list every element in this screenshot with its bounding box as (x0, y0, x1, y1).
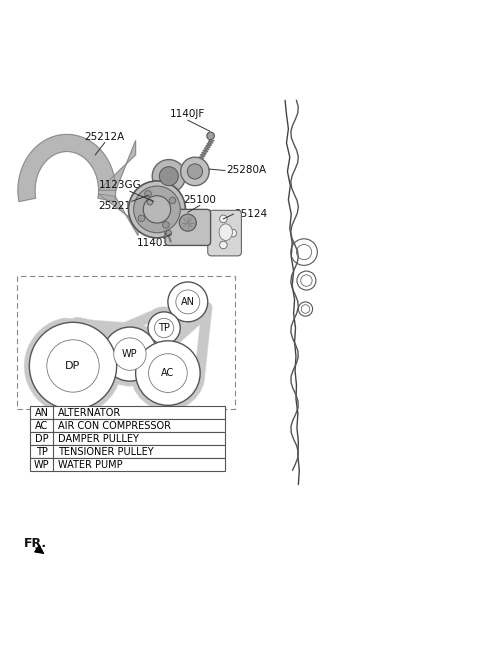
Bar (30, 459, 225, 471)
Text: AIR CON COMPRESSOR: AIR CON COMPRESSOR (58, 420, 171, 431)
Text: 1140JF: 1140JF (170, 110, 205, 119)
Polygon shape (98, 140, 136, 190)
Text: 11403C: 11403C (137, 238, 177, 248)
Circle shape (129, 181, 185, 238)
Text: AN: AN (181, 297, 195, 307)
Text: DAMPER PULLEY: DAMPER PULLEY (58, 434, 139, 443)
Circle shape (180, 157, 209, 186)
Circle shape (148, 312, 180, 344)
Circle shape (103, 327, 157, 381)
Circle shape (166, 230, 172, 236)
Text: TP: TP (36, 447, 48, 457)
Text: 25100: 25100 (183, 195, 216, 205)
Bar (30, 419, 225, 432)
Text: 25221: 25221 (98, 201, 131, 211)
FancyBboxPatch shape (165, 209, 211, 245)
Circle shape (147, 199, 153, 205)
Text: ALTERNATOR: ALTERNATOR (58, 408, 121, 418)
Circle shape (144, 190, 151, 197)
Text: AC: AC (161, 368, 175, 378)
Text: FR.: FR. (24, 537, 47, 550)
Circle shape (163, 222, 169, 228)
Text: 25212A: 25212A (84, 132, 125, 142)
Text: TP: TP (158, 323, 170, 333)
Circle shape (219, 241, 227, 249)
Polygon shape (18, 134, 116, 201)
Circle shape (187, 164, 203, 179)
Circle shape (219, 215, 227, 222)
Circle shape (144, 195, 170, 223)
Circle shape (229, 230, 237, 237)
Circle shape (207, 132, 215, 140)
Circle shape (152, 159, 185, 193)
Circle shape (29, 322, 117, 409)
Text: WATER PUMP: WATER PUMP (58, 460, 122, 470)
Bar (30, 445, 225, 459)
Circle shape (155, 318, 174, 338)
Text: DP: DP (35, 434, 48, 443)
Text: WP: WP (122, 349, 138, 359)
Bar (17, 276, 235, 409)
Circle shape (47, 340, 99, 392)
Text: TENSIONER PULLEY: TENSIONER PULLEY (58, 447, 154, 457)
Circle shape (176, 290, 200, 314)
Circle shape (114, 338, 146, 371)
Bar (30, 406, 225, 419)
Text: 1123GG: 1123GG (99, 180, 142, 190)
Text: AC: AC (35, 420, 48, 431)
Circle shape (133, 186, 180, 233)
Text: 25280A: 25280A (226, 165, 266, 176)
Ellipse shape (219, 224, 232, 241)
Text: WP: WP (34, 460, 49, 470)
Circle shape (148, 354, 187, 392)
Text: DP: DP (65, 361, 81, 371)
Circle shape (138, 215, 145, 222)
Text: 25124: 25124 (234, 209, 267, 219)
Bar (30, 432, 225, 445)
Circle shape (136, 341, 200, 405)
Circle shape (179, 214, 196, 231)
FancyBboxPatch shape (208, 211, 241, 256)
Circle shape (168, 282, 208, 322)
Circle shape (159, 167, 179, 186)
Polygon shape (98, 194, 138, 236)
Text: AN: AN (35, 408, 48, 418)
Circle shape (169, 197, 176, 204)
